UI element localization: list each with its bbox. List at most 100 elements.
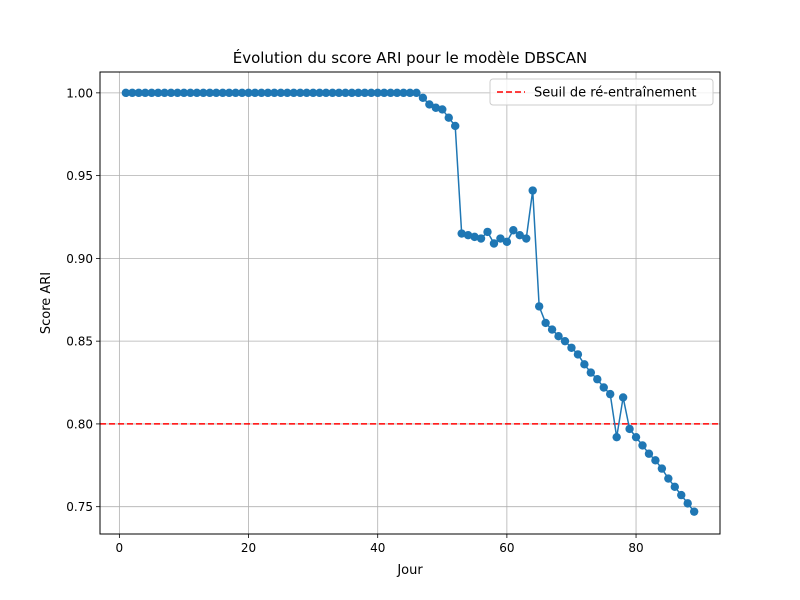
- y-tick-label: 0.90: [66, 252, 93, 266]
- data-point: [205, 88, 214, 98]
- data-point: [438, 105, 447, 114]
- data-point: [263, 88, 273, 98]
- data-point: [373, 88, 382, 98]
- legend-box: [489, 78, 714, 106]
- data-point: [509, 226, 518, 235]
- data-point: [166, 88, 176, 98]
- data-point: [534, 302, 544, 311]
- data-point: [405, 88, 415, 98]
- legend: Seuil de ré-entraînement: [489, 78, 714, 106]
- data-point: [121, 88, 131, 98]
- data-point: [547, 325, 557, 334]
- data-point: [289, 88, 298, 98]
- y-tick-label: 0.80: [66, 417, 93, 431]
- y-tick-label: 0.75: [66, 500, 93, 514]
- data-point: [580, 360, 589, 369]
- data-point: [431, 103, 441, 112]
- data-point: [515, 231, 524, 240]
- data-point: [186, 88, 195, 98]
- data-point: [451, 121, 460, 131]
- data-point: [489, 239, 499, 248]
- data-point: [638, 441, 647, 450]
- data-point: [631, 432, 641, 442]
- y-tick-label: 1.00: [66, 86, 93, 100]
- axes-frame: [99, 71, 721, 535]
- data-point: [302, 88, 311, 98]
- data-point: [237, 88, 247, 98]
- data-point: [134, 88, 143, 98]
- data-point: [522, 234, 531, 243]
- data-point: [141, 88, 150, 98]
- data-point: [593, 375, 602, 384]
- x-tick-label: 0: [116, 541, 124, 555]
- data-point: [670, 482, 679, 492]
- data-point: [367, 88, 376, 98]
- legend-threshold-label: Seuil de ré-entraînement: [534, 86, 696, 101]
- data-point: [573, 350, 583, 359]
- data-point: [586, 368, 596, 377]
- x-tick-label: 20: [241, 541, 256, 555]
- chart-title: Évolution du score ARI pour le modèle DB…: [233, 48, 588, 67]
- data-point: [425, 100, 434, 109]
- x-tick-label: 40: [370, 541, 385, 555]
- data-point: [651, 456, 660, 465]
- data-point: [560, 336, 570, 346]
- data-point: [470, 232, 479, 242]
- data-point: [334, 88, 344, 98]
- data-point: [147, 88, 156, 98]
- data-point: [618, 393, 628, 402]
- data-point: [392, 88, 402, 98]
- data-point: [192, 88, 202, 98]
- data-point: [502, 237, 512, 247]
- data-point: [328, 88, 337, 98]
- data-point: [457, 229, 466, 238]
- data-point: [644, 449, 654, 458]
- data-point: [360, 88, 369, 98]
- x-tick-label: 80: [628, 541, 643, 555]
- data-point: [276, 88, 286, 98]
- data-point: [354, 88, 363, 98]
- data-point: [625, 424, 634, 434]
- x-axis-label: Jour: [396, 563, 423, 578]
- data-point: [683, 499, 692, 508]
- x-tick-label: 60: [499, 541, 514, 555]
- data-point: [315, 88, 324, 98]
- data-point: [296, 88, 305, 98]
- data-point: [386, 88, 395, 98]
- y-tick-label: 0.95: [66, 169, 93, 183]
- data-point: [689, 507, 699, 516]
- data-point: [224, 88, 234, 98]
- x-axis-ticks: 0 20 40 60 80: [116, 534, 644, 555]
- data-point: [599, 383, 608, 392]
- data-point: [231, 88, 240, 98]
- data-point: [657, 464, 667, 473]
- data-point: [212, 88, 221, 98]
- series-layer: [121, 88, 699, 516]
- data-point: [612, 432, 621, 442]
- data-point: [567, 343, 576, 352]
- data-point: [218, 88, 227, 98]
- data-point: [379, 88, 389, 98]
- data-point: [341, 88, 350, 98]
- data-point: [153, 88, 163, 98]
- data-point: [664, 474, 673, 483]
- data-point: [554, 331, 563, 341]
- data-point: [541, 318, 550, 328]
- y-axis-ticks: 0.75 0.80 0.85 0.90 0.95 1.00: [66, 86, 100, 514]
- data-point: [483, 227, 492, 237]
- y-axis-label: Score ARI: [39, 272, 54, 334]
- data-point: [199, 88, 208, 98]
- data-point: [444, 113, 453, 122]
- data-point: [244, 88, 253, 98]
- data-point: [283, 88, 292, 98]
- data-point: [528, 186, 537, 195]
- data-point: [173, 88, 182, 98]
- data-point: [418, 93, 428, 103]
- data-point: [321, 88, 331, 98]
- data-point: [347, 88, 357, 98]
- data-point: [496, 234, 505, 243]
- data-point: [463, 231, 473, 240]
- data-point: [412, 88, 421, 98]
- data-point: [179, 88, 189, 98]
